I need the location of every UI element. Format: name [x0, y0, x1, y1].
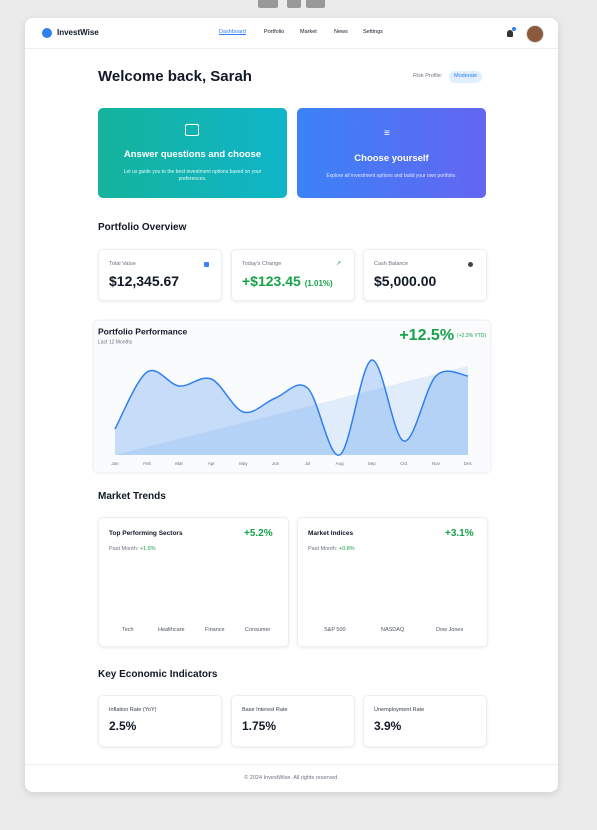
option-card[interactable]	[98, 108, 287, 198]
stat-value: $12,345.67	[109, 273, 180, 289]
stat-card	[98, 249, 222, 301]
wallet-icon	[204, 262, 209, 267]
brand[interactable]: InvestWise	[57, 28, 99, 37]
chart-subtitle: Last 12 Months	[98, 339, 133, 345]
chart-title: Portfolio Performance	[98, 326, 188, 336]
trend-icon: ↗	[336, 261, 342, 267]
annotation-value: +12.5%	[399, 327, 454, 344]
chart-annotation: +12.5% (+2.3% YTD)	[399, 327, 486, 344]
option-text: Explore all investment options and build…	[326, 173, 457, 179]
option-title: Choose yourself	[354, 153, 429, 164]
axis-label: Healthcare	[158, 627, 185, 633]
trend-title: Top Performing Sectors	[109, 530, 183, 537]
trend-card	[98, 517, 289, 647]
change-percent: (1.01%)	[304, 279, 333, 288]
indicator-card	[98, 695, 222, 747]
x-tick-label: Jun	[272, 461, 280, 466]
indicator-value: 3.9%	[374, 719, 402, 733]
stat-card	[231, 249, 355, 301]
x-tick-label: Feb	[143, 461, 151, 466]
x-tick-label: Aug	[336, 461, 345, 466]
x-tick-label: Sep	[368, 461, 377, 466]
line	[114, 359, 469, 456]
change-value: +$123.45	[242, 273, 301, 289]
nav-link[interactable]: News	[334, 29, 348, 35]
nav-link[interactable]: Market	[300, 29, 317, 35]
logo	[42, 28, 52, 38]
bell-icon[interactable]	[507, 30, 513, 37]
trend-title: Market Indices	[308, 530, 354, 537]
period-label: Past Month:	[308, 546, 338, 552]
x-tick-label: May	[239, 461, 248, 466]
axis-label: Consumer	[245, 627, 271, 633]
question-icon	[185, 124, 199, 136]
option-text: Let us guide you to the best investment …	[123, 169, 262, 182]
axis-label: NASDAQ	[381, 627, 405, 633]
period-change: +0.8%	[338, 546, 355, 552]
stat-label: Today's Change	[242, 261, 282, 267]
annotation-note: (+2.3% YTD)	[457, 333, 486, 339]
indicator-label: Inflation Rate (YoY)	[109, 707, 157, 713]
x-tick-label: Apr	[208, 461, 216, 466]
toolbar-button[interactable]	[258, 0, 278, 8]
toolbar-button[interactable]	[287, 0, 301, 8]
axis-label: Tech	[122, 627, 134, 633]
notification-dot	[512, 27, 516, 31]
trend-period: Past Month: +1.5%	[109, 546, 156, 553]
footer: © 2024 InvestWise. All rights reserved.	[244, 775, 339, 781]
period-label: Past Month:	[109, 546, 139, 552]
nav-link[interactable]: Dashboard	[219, 29, 246, 35]
axis-label: S&P 500	[324, 627, 346, 633]
trend-value: +5.2%	[244, 528, 273, 539]
stat-label: Total Value	[109, 261, 136, 267]
x-tick-label: Mar	[175, 461, 183, 466]
section-heading: Key Economic Indicators	[98, 669, 218, 680]
indicator-card	[231, 695, 355, 747]
piggy-icon	[468, 262, 473, 267]
indicator-label: Base Interest Rate	[242, 707, 288, 713]
axis-label: Finance	[205, 627, 225, 633]
x-tick-label: Jan	[111, 461, 119, 466]
stat-value: +$123.45 (1.01%)	[242, 274, 333, 288]
x-tick-label: Oct	[400, 461, 408, 466]
indicator-value: 1.75%	[242, 719, 277, 733]
avatar[interactable]	[526, 25, 544, 43]
welcome-title: Welcome back, Sarah	[98, 68, 252, 85]
x-tick-label: Jul	[305, 461, 311, 466]
section-heading: Market Trends	[98, 491, 166, 502]
line-area	[115, 359, 468, 456]
nav-link[interactable]: Portfolio	[264, 29, 285, 35]
chart-panel	[92, 319, 492, 474]
footer-divider	[25, 764, 558, 765]
period-change: +1.5%	[139, 546, 156, 552]
nav-divider	[25, 48, 558, 49]
x-tick-label: Dec	[464, 461, 473, 466]
trend-value: +3.1%	[445, 528, 474, 539]
toolbar-button[interactable]	[306, 0, 325, 8]
option-card[interactable]	[297, 108, 486, 198]
indicator-card	[363, 695, 487, 747]
stat-label: Cash Balance	[374, 261, 409, 267]
stat-value: $5,000.00	[374, 273, 437, 289]
trend-area	[115, 366, 468, 455]
section-heading: Portfolio Overview	[98, 222, 187, 233]
risk-badge: Moderate	[449, 71, 483, 83]
option-title: Answer questions and choose	[123, 149, 262, 160]
axis-label: Dow Jones	[436, 627, 464, 633]
indicator-value: 2.5%	[109, 719, 137, 733]
x-tick-label: Nov	[432, 461, 441, 466]
nav-link[interactable]: Settings	[363, 29, 383, 35]
stat-card	[363, 249, 487, 301]
trend-card	[297, 517, 488, 647]
risk-label: Risk Profile:	[413, 73, 443, 79]
indicator-label: Unemployment Rate	[374, 707, 425, 713]
trend-period: Past Month: +0.8%	[308, 546, 355, 553]
search-icon: ≡	[384, 128, 390, 139]
